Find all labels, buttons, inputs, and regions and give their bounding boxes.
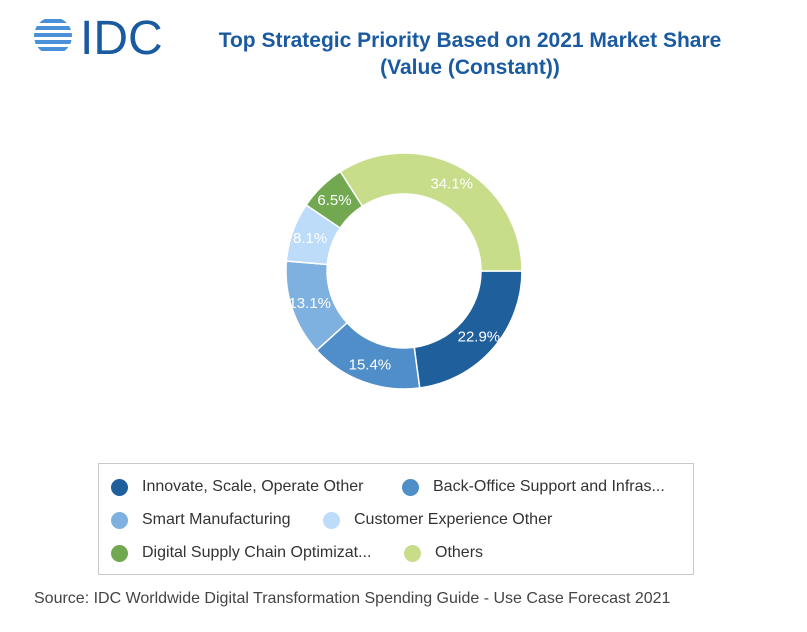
legend-label: Others [435,544,484,561]
chart-legend: Innovate, Scale, Operate Other Back-Offic… [98,463,694,575]
legend-label: Customer Experience Other [354,511,553,528]
slice-data-label: 8.1% [293,230,327,247]
source-note: Source: IDC Worldwide Digital Transforma… [34,590,671,607]
slice-data-label: 34.1% [430,176,473,193]
globe-icon [34,19,72,51]
legend-marker [323,511,340,529]
chart-title-line2: (Value (Constant)) [380,56,560,79]
legend-item[interactable]: Smart Manufacturing [111,508,291,532]
idc-logo-graphic: IDC [34,12,163,65]
slice-data-label: 22.9% [458,329,501,346]
chart-title-line1: Top Strategic Priority Based on 2021 Mar… [218,29,722,52]
legend-label: Innovate, Scale, Operate Other [142,478,364,495]
slice-data-label: 13.1% [288,295,331,312]
legend-item[interactable]: Back-Office Support and Infras... [402,475,665,499]
idc-logo: IDC [30,10,185,65]
logo-text: IDC [80,12,163,62]
legend-label: Smart Manufacturing [142,511,291,528]
legend-marker [402,478,419,496]
chart-title: Top Strategic Priority Based on 2021 Mar… [190,27,750,81]
legend-item[interactable]: Customer Experience Other [323,508,552,532]
slice-data-label: 15.4% [349,356,392,373]
legend-item[interactable]: Innovate, Scale, Operate Other [111,475,363,499]
legend-item[interactable]: Others [404,541,483,565]
legend-marker [404,544,421,562]
legend-marker [111,511,128,529]
slice-others[interactable] [339,152,523,272]
legend-item[interactable]: Digital Supply Chain Optimizat... [111,541,371,565]
legend-marker [111,544,128,562]
legend-marker [111,478,128,496]
legend-label: Digital Supply Chain Optimizat... [142,544,372,561]
slice-data-label: 6.5% [317,192,351,209]
legend-label: Back-Office Support and Infras... [433,478,665,495]
